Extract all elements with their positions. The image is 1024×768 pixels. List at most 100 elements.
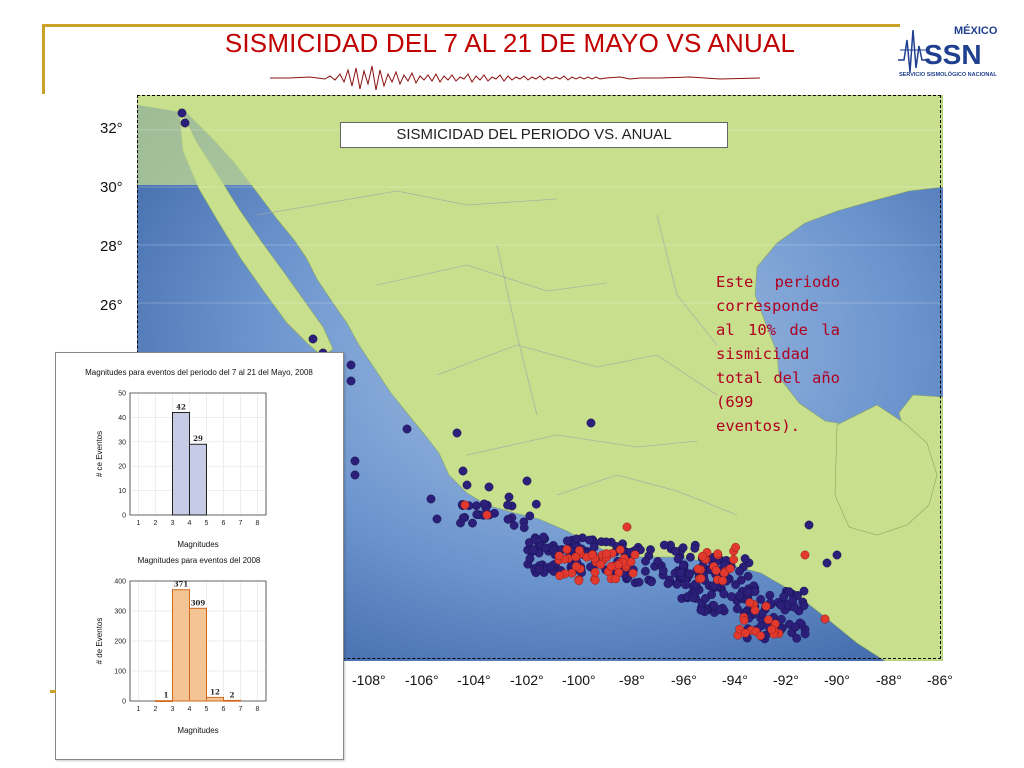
lat-label-30: 30° <box>100 179 123 196</box>
period-event-dot <box>718 576 728 586</box>
annual-event-dot <box>685 569 694 579</box>
annual-event-dot <box>719 589 729 599</box>
annual-event-dot <box>788 596 797 606</box>
period-events-layer <box>460 500 830 641</box>
annual-event-dot <box>659 540 669 550</box>
annual-event-dot <box>350 456 360 466</box>
lon-label-108: -108° <box>352 672 386 688</box>
annual-event-dot <box>402 424 412 434</box>
lon-label-96: -96° <box>671 672 697 688</box>
annual-event-dot <box>740 554 750 563</box>
svg-text:SSN: SSN <box>924 39 982 70</box>
annual-event-dot <box>452 428 462 438</box>
annual-event-dot <box>525 554 535 563</box>
annual-event-dot <box>673 554 683 564</box>
annual-event-dot <box>472 510 482 519</box>
histogram-x-tick: 3 <box>171 520 175 527</box>
period-event-dot <box>713 549 723 559</box>
annual-event-dot <box>525 511 535 521</box>
period-event-dot <box>571 552 581 562</box>
annual-event-dot <box>757 609 767 619</box>
annual-event-dot <box>690 543 700 553</box>
slide-frame-left <box>42 24 45 94</box>
histogram-x-tick: 3 <box>171 706 175 713</box>
period-event-dot <box>750 605 760 615</box>
period-event-dot <box>763 615 773 625</box>
lon-label-98: -98° <box>619 672 645 688</box>
period-event-dot <box>739 615 749 625</box>
annual-event-dot <box>519 523 529 533</box>
annual-event-dot <box>539 532 548 542</box>
annual-event-dot <box>779 592 789 602</box>
annual-event-dot <box>504 492 514 502</box>
period-event-dot <box>606 561 616 571</box>
period-event-dot <box>562 545 572 554</box>
annual-event-dot <box>634 577 644 587</box>
period-event-dot <box>767 625 777 634</box>
histogram-y-tick: 50 <box>118 391 126 398</box>
annual-event-dot <box>350 470 360 480</box>
annual-event-dot <box>756 594 766 604</box>
period-event-dot <box>554 551 564 561</box>
annual-event-dot <box>458 513 468 523</box>
histogram-y-label: # ce Eventos <box>95 431 104 477</box>
histogram-x-tick: 1 <box>137 706 141 713</box>
annual-event-dot <box>777 614 786 624</box>
annual-event-dot <box>177 108 187 118</box>
histogram-x-tick: 8 <box>256 706 260 713</box>
histogram-y-tick: 20 <box>118 464 126 471</box>
annual-event-dot <box>791 622 800 632</box>
period-event-dot <box>729 555 738 564</box>
histogram-x-tick: 4 <box>188 706 192 713</box>
histogram-data-label: 371 <box>174 580 189 589</box>
lon-label-102: -102° <box>510 672 544 688</box>
annual-event-dot <box>735 591 744 601</box>
period-event-dot <box>590 567 600 577</box>
annual-event-dot <box>503 500 512 510</box>
slide-frame-bottom-mark <box>50 690 56 693</box>
annual-event-dot <box>528 545 538 555</box>
period-event-dot <box>613 560 623 570</box>
histogram-x-tick: 2 <box>154 706 158 713</box>
lat-label-26: 26° <box>100 297 123 314</box>
annual-event-dot <box>640 566 650 576</box>
yucatan-peninsula <box>834 404 938 536</box>
lat-label-28: 28° <box>100 238 123 255</box>
annual-event-dot <box>658 566 668 576</box>
histogram-data-label: 42 <box>176 403 186 412</box>
histogram-x-tick: 4 <box>188 520 192 527</box>
ssn-logo: MÉXICO SSN SERVICIO SISMOLÓGICO NACIONAL <box>898 24 998 78</box>
slide-title: SISMICIDAD DEL 7 AL 21 DE MAYO VS ANUAL <box>224 28 796 58</box>
period-event-dot <box>741 628 750 638</box>
histogram-bar <box>172 412 190 516</box>
period-event-dot <box>696 574 706 583</box>
annual-event-dot <box>696 605 706 615</box>
period-event-dot <box>587 550 597 560</box>
histogram-x-tick: 6 <box>222 520 226 527</box>
period-event-dot <box>622 522 632 532</box>
histogram-bar <box>189 443 207 516</box>
period-event-dot <box>698 551 707 561</box>
annual-event-dot <box>584 535 594 545</box>
lon-label-88: -88° <box>876 672 902 688</box>
annual-event-dot <box>641 556 650 566</box>
annual-event-dot <box>727 592 736 601</box>
period-event-dot <box>761 601 771 611</box>
slide-frame-top <box>42 24 900 27</box>
lon-label-92: -92° <box>773 672 799 688</box>
histogram-y-label: # de Eventos <box>95 618 104 665</box>
histogram-data-label: 2 <box>230 690 235 699</box>
annual-event-dot <box>545 562 555 572</box>
annual-event-dot <box>509 520 519 530</box>
annual-event-dot <box>503 514 513 524</box>
annual-event-dot <box>468 518 477 528</box>
annual-event-dot <box>530 535 540 544</box>
histogram-bar <box>206 696 224 702</box>
seismogram-decoration <box>270 65 760 91</box>
histogram-data-label: 29 <box>193 434 203 443</box>
annual-event-dot <box>832 550 842 560</box>
annual-event-dot <box>676 568 686 578</box>
annual-event-dot <box>646 545 655 554</box>
annual-event-dot <box>541 543 550 553</box>
histogram-x-tick: 7 <box>239 706 243 713</box>
